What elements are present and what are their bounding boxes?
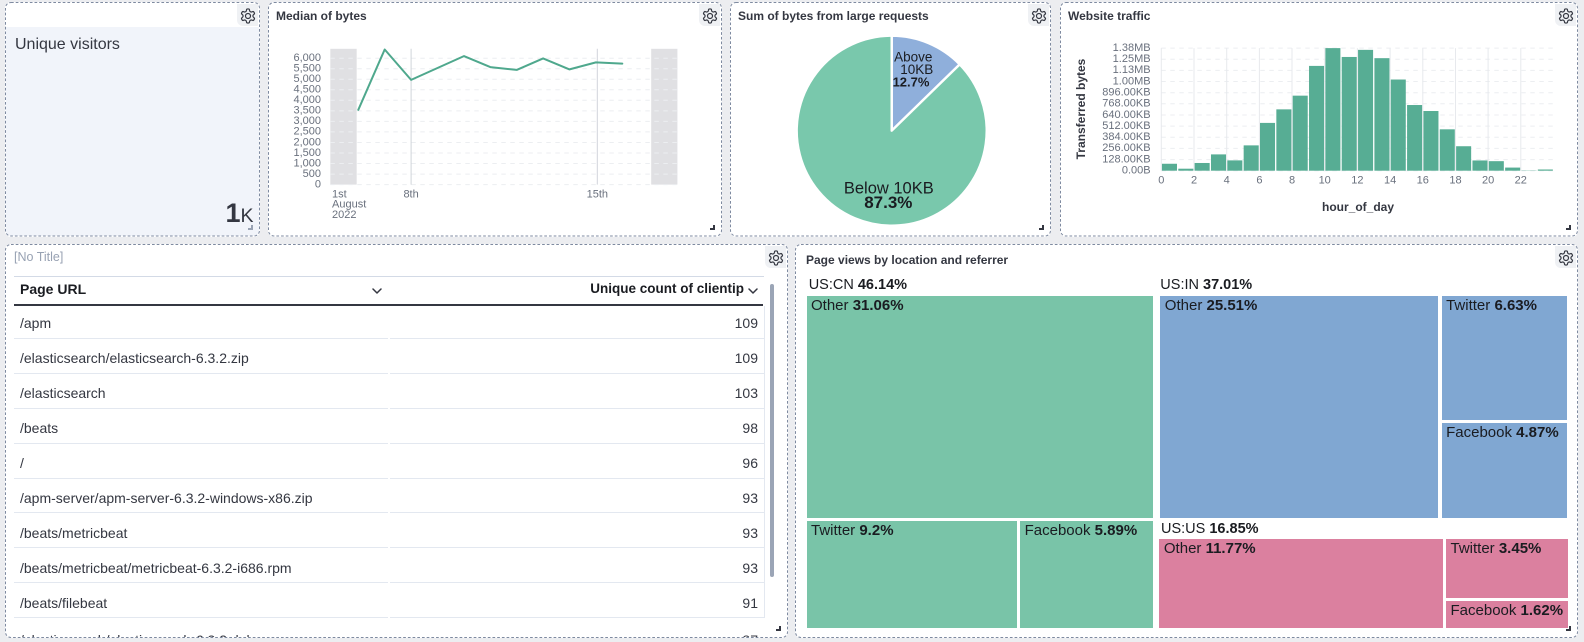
- svg-text:1.38MB: 1.38MB: [1113, 42, 1151, 54]
- svg-text:87.3%: 87.3%: [864, 193, 912, 212]
- svg-text:12.7%: 12.7%: [893, 74, 930, 89]
- svg-text:20: 20: [1482, 175, 1494, 187]
- svg-text:4,500: 4,500: [293, 84, 321, 96]
- svg-text:3,000: 3,000: [293, 115, 321, 127]
- svg-text:0: 0: [315, 178, 321, 190]
- svg-text:500: 500: [303, 168, 321, 180]
- svg-text:768.00KB: 768.00KB: [1102, 98, 1150, 110]
- svg-text:3,500: 3,500: [293, 105, 321, 117]
- svg-text:hour_of_day: hour_of_day: [1322, 200, 1394, 214]
- svg-text:2,000: 2,000: [293, 136, 321, 148]
- svg-text:5,500: 5,500: [293, 63, 321, 75]
- svg-text:4: 4: [1224, 175, 1230, 187]
- svg-text:6,000: 6,000: [293, 52, 321, 64]
- svg-text:384.00KB: 384.00KB: [1102, 131, 1150, 143]
- svg-text:1.25MB: 1.25MB: [1113, 53, 1151, 65]
- svg-text:256.00KB: 256.00KB: [1102, 142, 1150, 154]
- svg-text:1.00MB: 1.00MB: [1113, 75, 1151, 87]
- svg-text:10: 10: [1319, 175, 1331, 187]
- svg-text:512.00KB: 512.00KB: [1102, 120, 1150, 132]
- svg-text:15th: 15th: [587, 188, 608, 200]
- svg-text:22: 22: [1515, 175, 1527, 187]
- svg-text:8th: 8th: [403, 188, 418, 200]
- svg-text:640.00KB: 640.00KB: [1102, 109, 1150, 121]
- svg-text:6: 6: [1256, 175, 1262, 187]
- svg-text:0.00B: 0.00B: [1122, 165, 1151, 177]
- svg-text:12: 12: [1351, 175, 1363, 187]
- svg-text:1,000: 1,000: [293, 157, 321, 169]
- svg-text:14: 14: [1384, 175, 1396, 187]
- svg-text:2: 2: [1191, 175, 1197, 187]
- svg-text:128.00KB: 128.00KB: [1102, 153, 1150, 165]
- svg-text:4,000: 4,000: [293, 94, 321, 106]
- svg-text:1,500: 1,500: [293, 147, 321, 159]
- svg-text:896.00KB: 896.00KB: [1102, 87, 1150, 99]
- svg-text:Transferred bytes: Transferred bytes: [1074, 58, 1088, 159]
- svg-text:18: 18: [1449, 175, 1461, 187]
- svg-text:2022: 2022: [332, 209, 356, 221]
- svg-text:0: 0: [1158, 175, 1164, 187]
- svg-text:5,000: 5,000: [293, 73, 321, 85]
- svg-text:2,500: 2,500: [293, 126, 321, 138]
- svg-text:16: 16: [1417, 175, 1429, 187]
- svg-text:8: 8: [1289, 175, 1295, 187]
- svg-text:1.13MB: 1.13MB: [1113, 64, 1151, 76]
